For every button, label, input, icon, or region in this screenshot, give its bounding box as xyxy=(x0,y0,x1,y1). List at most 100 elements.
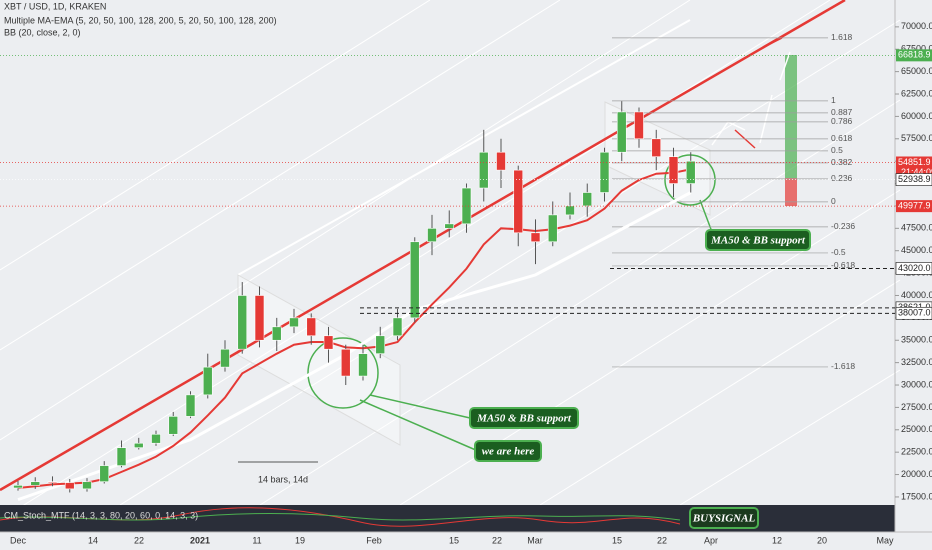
y-tick-label: 32500.0 xyxy=(901,357,932,367)
fib-label: 0.887 xyxy=(831,107,853,117)
chart-title: XBT / USD, 1D, KRAKEN xyxy=(4,1,106,11)
price-tag-label: 52938.9 xyxy=(898,174,931,184)
fib-label: -0.5 xyxy=(831,247,846,257)
fib-label: 0.5 xyxy=(831,145,843,155)
candle-body xyxy=(375,335,386,354)
annotation: MA50 & BB support xyxy=(710,235,806,247)
candle-body xyxy=(237,295,248,350)
x-tick-label: 11 xyxy=(252,535,261,545)
candle-body xyxy=(547,214,558,243)
candle-body xyxy=(634,111,644,140)
price-tag xyxy=(895,173,932,186)
candle-body xyxy=(202,366,213,396)
channel-line xyxy=(679,369,901,506)
price-tag-label: 54851.9 xyxy=(898,157,931,167)
pointer xyxy=(359,399,479,452)
candle-body xyxy=(668,156,679,184)
y-tick-label: 60000.0 xyxy=(901,111,932,121)
candle-body xyxy=(340,348,351,377)
y-tick-label: 70000.0 xyxy=(901,21,932,31)
price-tag xyxy=(896,156,932,179)
stop-box xyxy=(785,178,797,206)
x-tick-label: May xyxy=(876,535,894,545)
price-tag xyxy=(895,262,932,275)
candle-body xyxy=(530,232,541,243)
x-tick-label: 15 xyxy=(449,535,459,545)
fib-label: -0.618 xyxy=(831,260,855,270)
y-tick-label: 65000.0 xyxy=(901,66,932,76)
candle-body xyxy=(13,485,23,489)
x-tick-label: 12 xyxy=(772,535,782,545)
y-tick-label: 45000.0 xyxy=(901,245,932,255)
candle-body xyxy=(513,169,524,234)
x-tick-label: 22 xyxy=(492,535,502,545)
candle-body xyxy=(64,482,75,490)
countdown: 21:44:09 xyxy=(901,167,932,177)
candle-body xyxy=(358,353,368,377)
price-tag-label: 43020.0 xyxy=(898,263,931,273)
candle-body xyxy=(392,317,403,337)
x-tick-label: 15 xyxy=(612,535,622,545)
target-box xyxy=(785,55,797,178)
candle-body xyxy=(427,228,437,243)
y-tick-label: 35000.0 xyxy=(901,335,932,345)
price-tag-label: 38007.0 xyxy=(898,308,931,318)
candle-body xyxy=(616,111,627,153)
candle-body xyxy=(271,326,282,341)
candle-body xyxy=(323,335,334,350)
price-tag xyxy=(896,200,932,213)
candle-body xyxy=(254,295,265,341)
candle-body xyxy=(478,151,489,189)
y-tick-label: 30000.0 xyxy=(901,379,932,389)
pointer xyxy=(369,394,471,419)
y-tick-label: 17500.0 xyxy=(901,491,932,501)
annotation-box xyxy=(689,507,759,529)
arrow xyxy=(767,37,783,46)
y-tick-label: 67500.0 xyxy=(901,44,932,54)
arrow xyxy=(779,51,791,81)
channel-line xyxy=(0,0,561,351)
arrow xyxy=(759,94,773,144)
annotations: MA50 & BB support MA50 & BB support we a… xyxy=(258,229,811,529)
fib-label: -1.618 xyxy=(831,361,855,371)
x-tick-label: 22 xyxy=(657,535,667,545)
y-tick-label: 47500.0 xyxy=(901,223,932,233)
x-tick-label: 2021 xyxy=(190,535,210,545)
x-tick-label: 20 xyxy=(817,535,827,545)
trend-line xyxy=(237,19,691,276)
fib-label: 0.382 xyxy=(831,157,853,167)
y-tick-label: 20000.0 xyxy=(901,469,932,479)
candle-body xyxy=(30,481,41,486)
candle-body xyxy=(99,465,110,483)
candle-body xyxy=(116,447,127,466)
candle-body xyxy=(496,151,506,171)
candle-body xyxy=(306,317,317,337)
candle-body xyxy=(151,433,161,444)
price-tag-label: 49977.9 xyxy=(898,201,931,211)
lower-indicator-label: CM_Stoch_MTF (14, 3, 3, 80, 20, 60, 0, 1… xyxy=(4,510,198,520)
candle-body xyxy=(47,481,58,484)
ma-line xyxy=(17,168,691,489)
x-tick-label: 22 xyxy=(134,535,144,545)
fib-label: 1 xyxy=(831,95,836,105)
fib-label: 0.786 xyxy=(831,116,853,126)
x-tick-label: Dec xyxy=(10,535,27,545)
stoch-line xyxy=(0,513,681,521)
fib-label: 0.618 xyxy=(831,133,853,143)
candle-body xyxy=(409,241,420,319)
fib-label: 1.618 xyxy=(831,32,853,42)
annotation: 14 bars, 14d xyxy=(258,474,308,484)
annotation-box xyxy=(469,407,579,429)
candle-body xyxy=(685,160,696,184)
y-tick-label: 22500.0 xyxy=(901,447,932,457)
candle-body xyxy=(444,223,455,229)
y-tick-label: 40000.0 xyxy=(901,290,932,300)
candle-body xyxy=(168,416,179,435)
y-tick-label: 25000.0 xyxy=(901,424,932,434)
candle-body xyxy=(133,442,144,448)
red-trend-line xyxy=(0,0,846,492)
channel-line xyxy=(0,0,691,441)
candle-body xyxy=(651,138,662,157)
